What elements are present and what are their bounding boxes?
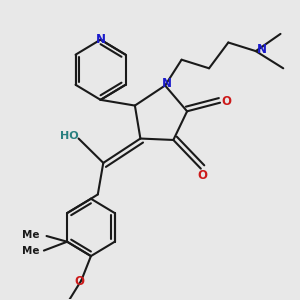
Text: N: N bbox=[257, 43, 267, 56]
Text: N: N bbox=[95, 33, 106, 46]
Text: N: N bbox=[162, 76, 172, 90]
Text: O: O bbox=[222, 95, 232, 108]
Text: Me: Me bbox=[22, 230, 40, 239]
Text: O: O bbox=[197, 169, 207, 182]
Text: Me: Me bbox=[22, 246, 39, 256]
Text: O: O bbox=[75, 275, 85, 288]
Text: HO: HO bbox=[60, 131, 79, 141]
